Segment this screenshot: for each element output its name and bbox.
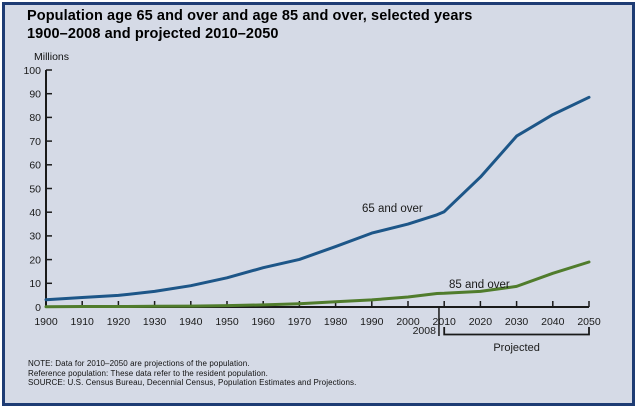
- y-tick-label: 60: [29, 160, 41, 172]
- x-tick-label: 1900: [34, 316, 58, 328]
- y-axis-unit-label: Millions: [34, 51, 70, 63]
- footnote-note: NOTE: Data for 2010–2050 are projections…: [28, 359, 250, 368]
- chart-title: Population age 65 and over and age 85 an…: [27, 8, 473, 42]
- x-tick-label: 2010: [433, 316, 457, 328]
- y-tick-label: 70: [29, 136, 41, 148]
- y-tick-label: 90: [29, 89, 41, 101]
- projected-label: Projected: [493, 342, 539, 354]
- y-tick-label: 20: [29, 254, 41, 266]
- y-tick-label: 0: [35, 302, 41, 314]
- axes: [45, 70, 589, 308]
- y-tick-label: 10: [29, 278, 41, 290]
- x-tick-label: 1910: [71, 316, 95, 328]
- series-line-85-and-over: [44, 260, 591, 309]
- footnote-reference: Reference population: These data refer t…: [28, 368, 268, 378]
- x-tick-label: 2050: [577, 316, 601, 328]
- footnotes: NOTE: Data for 2010–2050 are projections…: [28, 359, 356, 388]
- x-tick-label: 1960: [252, 316, 276, 328]
- x-tick-label: 2000: [396, 316, 420, 328]
- x-tick-label: 1930: [143, 316, 167, 328]
- footnote-source: SOURCE: U.S. Census Bureau, Decennial Ce…: [28, 378, 357, 388]
- projected-bracket: [443, 327, 590, 336]
- series-label-85-and-over: 85 and over: [449, 279, 510, 291]
- x-tick-label: 2030: [505, 316, 529, 328]
- x-tick-label: 2020: [469, 316, 493, 328]
- y-tick-label: 80: [29, 112, 41, 124]
- x-tick-label: 1920: [107, 316, 131, 328]
- y-tick-label: 100: [23, 65, 41, 77]
- x-tick-label: 1970: [288, 316, 312, 328]
- x-tick-label: 1990: [360, 316, 384, 328]
- x-tick-label: 1940: [179, 316, 203, 328]
- y-tick-label: 40: [29, 207, 41, 219]
- y-tick-label: 50: [29, 183, 41, 195]
- series-label-65-and-over: 65 and over: [362, 203, 423, 215]
- y-tick-label: 30: [29, 231, 41, 243]
- series-line-65-and-over: [44, 95, 591, 302]
- x-tick-label: 1980: [324, 316, 348, 328]
- break-2008-label: 2008: [413, 325, 437, 337]
- x-tick-label: 1950: [215, 316, 239, 328]
- x-tick-label: 2040: [541, 316, 565, 328]
